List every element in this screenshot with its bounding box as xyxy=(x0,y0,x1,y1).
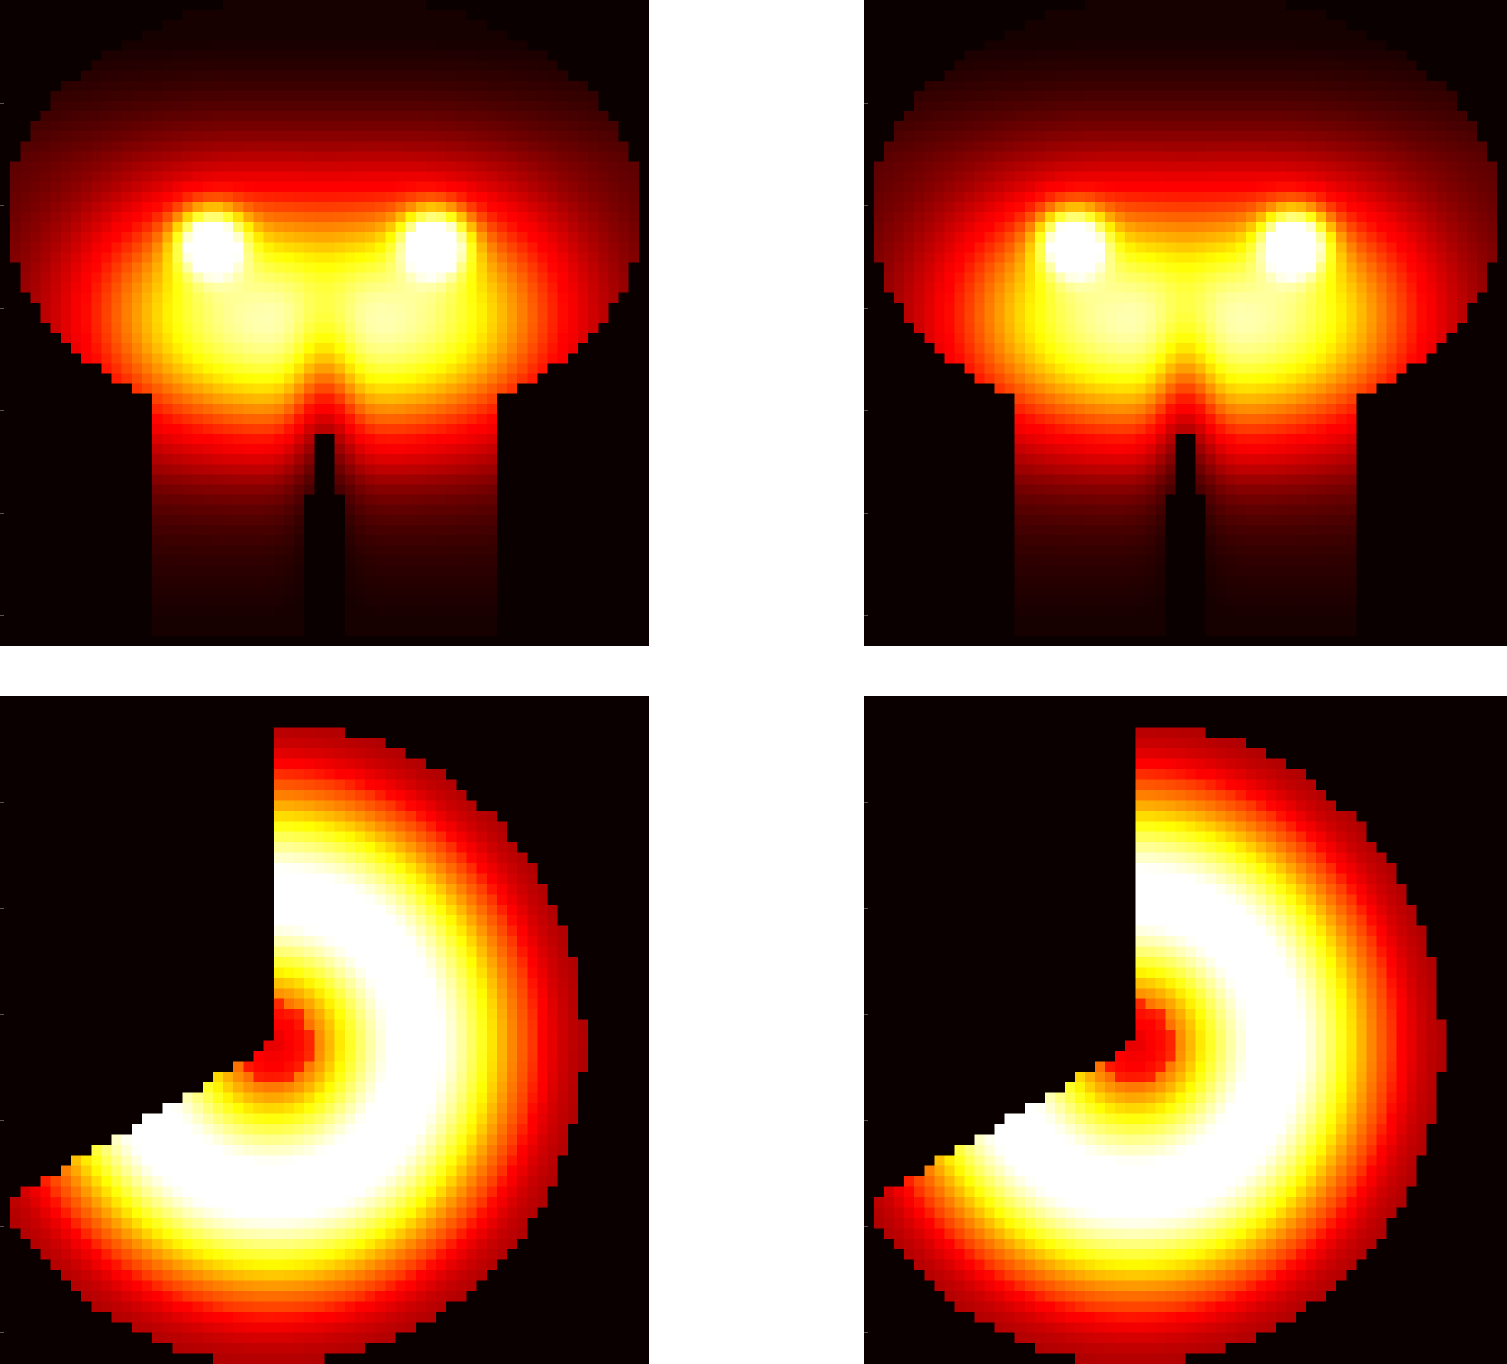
y-axis-tick xyxy=(0,1014,4,1015)
y-axis-tick xyxy=(864,1014,868,1015)
y-axis-tick xyxy=(0,103,4,104)
y-axis-ticks-bottom-right xyxy=(864,696,869,1364)
y-axis-tick xyxy=(0,1120,4,1121)
y-axis-ticks-bottom-left xyxy=(0,696,5,1364)
y-axis-tick xyxy=(0,308,4,309)
y-axis-tick xyxy=(864,1332,868,1333)
y-axis-tick xyxy=(864,802,868,803)
y-axis-tick xyxy=(864,908,868,909)
heatmap-panel-top-left xyxy=(0,0,649,646)
heatmap-image-bottom-right xyxy=(864,696,1507,1364)
y-axis-tick xyxy=(0,205,4,206)
heatmap-image-top-right xyxy=(864,0,1507,646)
y-axis-tick xyxy=(864,1120,868,1121)
y-axis-tick xyxy=(864,410,868,411)
y-axis-tick xyxy=(864,513,868,514)
y-axis-ticks-top-left xyxy=(0,0,5,646)
heatmap-panel-top-right xyxy=(864,0,1507,646)
y-axis-tick xyxy=(864,308,868,309)
y-axis-tick xyxy=(0,802,4,803)
y-axis-tick xyxy=(0,1332,4,1333)
heatmap-image-bottom-left xyxy=(0,696,649,1364)
y-axis-tick xyxy=(864,1226,868,1227)
y-axis-tick xyxy=(864,205,868,206)
y-axis-ticks-top-right xyxy=(864,0,869,646)
y-axis-tick xyxy=(0,908,4,909)
y-axis-tick xyxy=(864,103,868,104)
y-axis-tick xyxy=(0,410,4,411)
heatmap-panel-bottom-left xyxy=(0,696,649,1364)
y-axis-tick xyxy=(0,1226,4,1227)
heatmap-image-top-left xyxy=(0,0,649,646)
heatmap-panel-bottom-right xyxy=(864,696,1507,1364)
y-axis-tick xyxy=(864,615,868,616)
y-axis-tick xyxy=(0,513,4,514)
y-axis-tick xyxy=(0,615,4,616)
